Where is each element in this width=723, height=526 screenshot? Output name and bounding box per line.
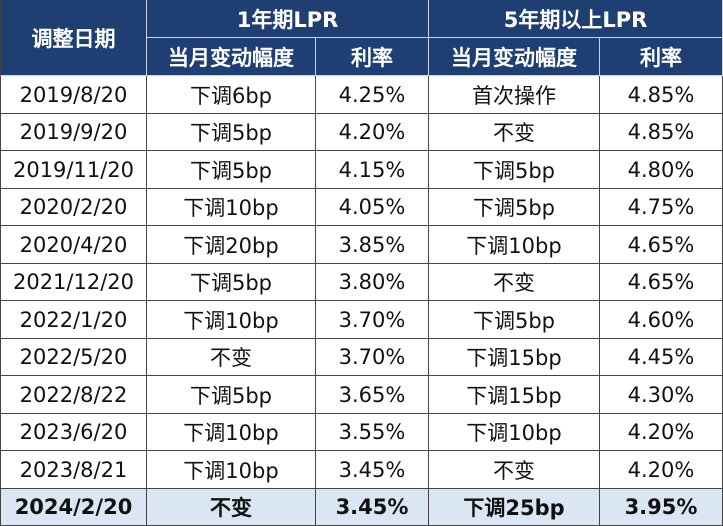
table-cell: 3.95% (600, 489, 723, 526)
header-sub: 当月变动幅度 (147, 38, 316, 76)
table-cell: 2023/6/20 (0, 414, 147, 451)
table-cell: 2022/5/20 (0, 339, 147, 376)
table-cell: 下调10bp (147, 414, 316, 451)
table-cell: 下调5bp (147, 114, 316, 151)
table-cell: 不变 (429, 114, 600, 151)
table-cell: 下调5bp (429, 301, 600, 339)
table-cell: 下调25bp (429, 489, 600, 526)
table-cell: 下调20bp (147, 226, 316, 264)
table-cell: 2019/9/20 (0, 114, 147, 151)
table-cell: 下调5bp (147, 376, 316, 414)
table-cell: 下调15bp (429, 376, 600, 414)
table-cell: 3.55% (316, 414, 429, 451)
table-cell: 4.75% (600, 189, 723, 226)
table-cell: 2021/12/20 (0, 264, 147, 301)
table-cell: 下调15bp (429, 339, 600, 376)
table-cell: 下调6bp (147, 76, 316, 114)
header-date: 调整日期 (0, 0, 147, 76)
table-cell: 2020/2/20 (0, 189, 147, 226)
table-cell: 4.15% (316, 151, 429, 189)
table-cell: 下调10bp (429, 414, 600, 451)
table-cell: 下调10bp (147, 451, 316, 489)
table-cell: 4.20% (316, 114, 429, 151)
table-cell: 首次操作 (429, 76, 600, 114)
table-cell: 下调10bp (147, 301, 316, 339)
table-cell: 下调10bp (429, 226, 600, 264)
header-sub: 利率 (600, 38, 723, 76)
table-cell: 4.85% (600, 114, 723, 151)
table-cell: 3.45% (316, 489, 429, 526)
table-cell: 2019/8/20 (0, 76, 147, 114)
table-cell: 下调10bp (147, 189, 316, 226)
table-cell: 下调5bp (429, 151, 600, 189)
table-cell: 4.85% (600, 76, 723, 114)
table-cell: 4.60% (600, 301, 723, 339)
table-cell: 3.70% (316, 339, 429, 376)
header-group: 5年期以上LPR (429, 0, 723, 38)
table-cell: 4.80% (600, 151, 723, 189)
table-cell: 下调5bp (147, 151, 316, 189)
header-sub: 当月变动幅度 (429, 38, 600, 76)
table-cell: 2020/4/20 (0, 226, 147, 264)
header-sub: 利率 (316, 38, 429, 76)
table-cell: 2024/2/20 (0, 489, 147, 526)
table-cell: 2023/8/21 (0, 451, 147, 489)
table-cell: 不变 (147, 339, 316, 376)
table-cell: 4.20% (600, 451, 723, 489)
table-cell: 不变 (147, 489, 316, 526)
table-cell: 4.25% (316, 76, 429, 114)
table-cell: 4.65% (600, 264, 723, 301)
table-cell: 2022/1/20 (0, 301, 147, 339)
table-cell: 不变 (429, 264, 600, 301)
table-cell: 2022/8/22 (0, 376, 147, 414)
table-cell: 4.30% (600, 376, 723, 414)
table-cell: 4.45% (600, 339, 723, 376)
table-cell: 3.70% (316, 301, 429, 339)
header-group: 1年期LPR (147, 0, 429, 38)
table-cell: 下调5bp (147, 264, 316, 301)
table-cell: 4.20% (600, 414, 723, 451)
table-cell: 3.65% (316, 376, 429, 414)
table-cell: 3.80% (316, 264, 429, 301)
table-cell: 下调5bp (429, 189, 600, 226)
table-cell: 不变 (429, 451, 600, 489)
table-cell: 2019/11/20 (0, 151, 147, 189)
table-cell: 4.65% (600, 226, 723, 264)
table-cell: 3.85% (316, 226, 429, 264)
table-cell: 3.45% (316, 451, 429, 489)
table-cell: 4.05% (316, 189, 429, 226)
